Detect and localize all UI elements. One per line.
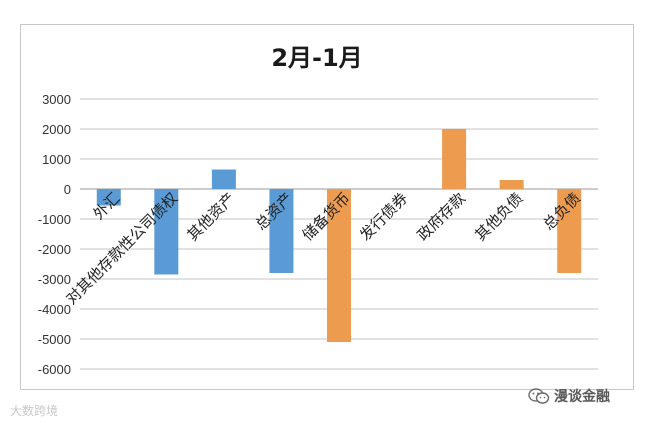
wechat-icon [528, 388, 550, 404]
y-tick-label: -3000 [38, 272, 71, 287]
category-label: 政府存款 [414, 189, 469, 244]
y-tick-label: -1000 [38, 212, 71, 227]
bar-8 [499, 180, 524, 189]
y-tick-label: -6000 [38, 362, 71, 377]
category-label: 其他资产 [184, 189, 239, 244]
y-tick-label: -2000 [38, 242, 71, 257]
bar-7 [442, 129, 467, 189]
watermark-left: 大数跨境 [10, 402, 58, 419]
watermark-right-text: 漫谈金融 [554, 389, 610, 405]
bar-3 [211, 169, 236, 189]
category-label: 发行债券 [356, 189, 411, 244]
watermark-left-text: 大数跨境 [10, 404, 59, 418]
bar-2 [154, 189, 179, 275]
watermark-right: 漫谈金融 [528, 386, 610, 406]
chart-title: 2月-1月 [271, 44, 362, 72]
bar-1 [96, 189, 121, 206]
y-tick-label: -5000 [38, 332, 71, 347]
y-tick-label: 1000 [42, 152, 71, 167]
y-tick-label: 3000 [42, 92, 71, 107]
bar-9 [557, 189, 582, 273]
y-tick-label: 2000 [42, 122, 71, 137]
category-label: 其他负债 [471, 189, 526, 244]
bar-4 [269, 189, 294, 273]
y-tick-label: 0 [64, 182, 71, 197]
bar-5 [327, 189, 351, 342]
y-tick-label: -4000 [38, 302, 71, 317]
